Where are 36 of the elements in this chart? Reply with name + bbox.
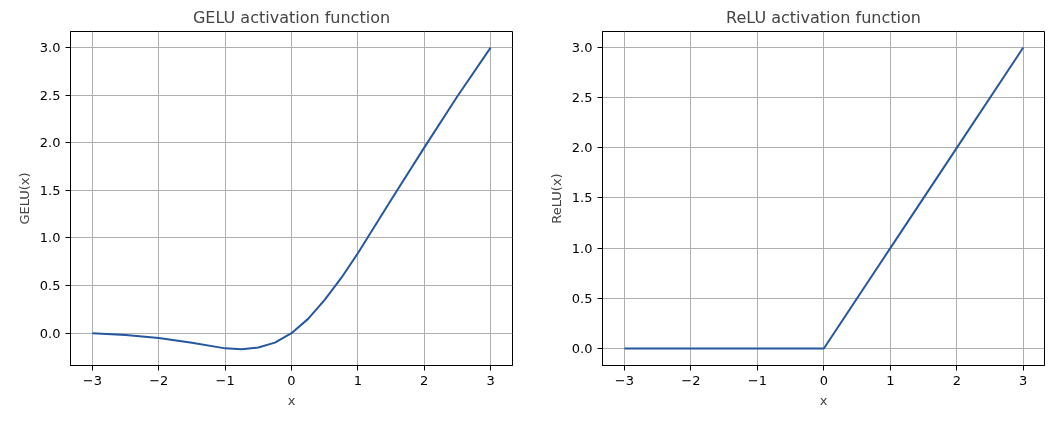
x-tick-label: 0	[287, 372, 296, 388]
y-tick-label: 1.5	[571, 190, 593, 206]
chart-title: GELU activation function	[192, 7, 391, 27]
x-tick-label: −2	[681, 372, 701, 388]
y-tick-label: 2.0	[39, 135, 61, 151]
x-tick-label: −1	[747, 372, 767, 388]
x-tick-label: −2	[149, 372, 169, 388]
x-axis-title: x	[287, 392, 296, 408]
chart-title: ReLU activation function	[726, 7, 921, 27]
line-series	[623, 46, 1025, 350]
y-tick-label: 3.0	[571, 40, 593, 56]
y-tick-label: 0.0	[571, 340, 593, 356]
y-tick-label: 3.0	[39, 40, 61, 56]
x-tick-label: −1	[215, 372, 235, 388]
y-tick-label: 1.5	[39, 182, 61, 198]
x-tick-label: −3	[82, 372, 102, 388]
y-tick-label: 0.0	[39, 325, 61, 341]
y-tick-label: 1.0	[571, 240, 593, 256]
x-tick-label: −3	[614, 372, 635, 388]
y-tick-label: 2.5	[571, 90, 593, 106]
x-tick-label: 1	[886, 372, 895, 388]
y-tick-label: 2.5	[39, 87, 61, 103]
y-tick-label: 2.0	[571, 140, 593, 156]
y-tick-label: 0.5	[39, 278, 61, 294]
x-tick-label: 1	[353, 372, 363, 388]
x-tick-label: 3	[486, 372, 495, 388]
x-axis-title: x	[819, 392, 828, 408]
y-tick-label: 0.5	[571, 290, 593, 306]
y-axis-title: ReLU(x)	[548, 173, 564, 224]
x-tick-label: 2	[420, 372, 429, 388]
y-axis-title: GELU(x)	[16, 172, 32, 225]
x-tick-label: 3	[1019, 372, 1028, 388]
x-tick-label: 2	[952, 372, 961, 388]
x-tick-label: 0	[819, 372, 828, 388]
y-tick-label: 1.0	[39, 230, 61, 246]
line-series	[91, 46, 492, 351]
